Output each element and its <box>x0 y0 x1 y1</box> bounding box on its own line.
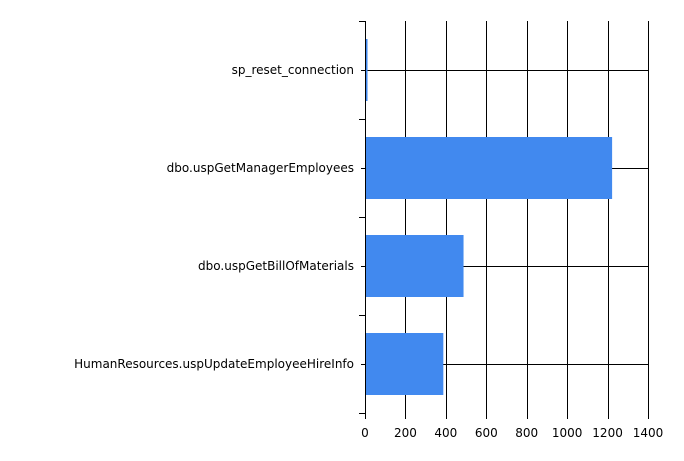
bar <box>365 39 368 101</box>
axes <box>359 21 649 419</box>
x-tick-labels: 0 200 400 600 800 1000 1200 1400 <box>361 426 663 440</box>
bars <box>365 39 613 395</box>
x-tick-label: 400 <box>434 426 457 440</box>
category-label: sp_reset_connection <box>232 63 354 77</box>
bar <box>365 137 613 199</box>
x-tick-label: 1000 <box>552 426 583 440</box>
x-tick-label: 800 <box>515 426 538 440</box>
category-label: dbo.uspGetBillOfMaterials <box>198 259 354 273</box>
x-tick-label: 1200 <box>592 426 623 440</box>
bar <box>365 333 444 395</box>
x-tick-label: 600 <box>475 426 498 440</box>
bar <box>365 235 464 297</box>
category-labels: sp_reset_connection dbo.uspGetManagerEmpl… <box>74 63 354 371</box>
category-label: dbo.uspGetManagerEmployees <box>167 161 354 175</box>
category-label: HumanResources.uspUpdateEmployeeHireInfo <box>74 357 354 371</box>
x-tick-label: 1400 <box>633 426 664 440</box>
x-tick-label: 200 <box>394 426 417 440</box>
x-tick-label: 0 <box>361 426 369 440</box>
